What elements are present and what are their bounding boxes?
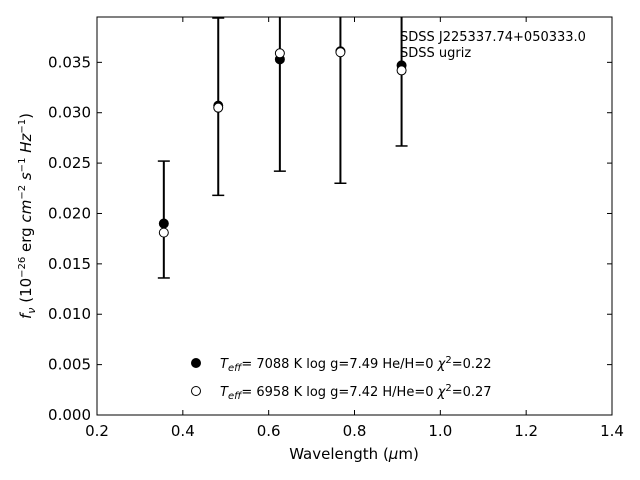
model-point-helium: [274, 48, 285, 59]
x-tick-label: 1.2: [514, 422, 538, 440]
x-tick-label: 0.6: [257, 422, 281, 440]
annotation-photometry: SDSS ugriz: [400, 46, 471, 61]
y-tick-label: 0.000: [48, 406, 91, 424]
plot-frame: [96, 16, 613, 416]
legend-marker-hydrogen: [191, 358, 201, 368]
y-tick-label: 0.020: [48, 204, 91, 222]
y-axis-label: fν (10−26 erg cm−2 s−1 Hz−1): [17, 113, 38, 319]
x-tick-label: 0.2: [85, 422, 109, 440]
model-point-hydrogen: [158, 218, 169, 229]
annotation-object-name: SDSS J225337.74+050333.0: [400, 30, 586, 45]
x-tick-label: 1.4: [600, 422, 624, 440]
model-point-helium: [213, 102, 224, 113]
y-tick-label: 0.030: [48, 104, 91, 122]
x-tick-label: 0.4: [171, 422, 195, 440]
model-point-helium: [158, 227, 169, 238]
legend: Teff= 7088 K log g=7.49 He/H=0 χ2=0.22 T…: [191, 355, 492, 402]
y-tick-label: 0.005: [48, 356, 91, 374]
y-tick-label: 0.010: [48, 305, 91, 323]
x-tick-label: 1.0: [428, 422, 452, 440]
y-tick-label: 0.035: [48, 53, 91, 71]
model-point-helium: [396, 65, 407, 76]
x-tick-label: 0.8: [343, 422, 367, 440]
model-point-helium: [335, 47, 346, 58]
y-tick-label: 0.025: [48, 154, 91, 172]
legend-entry-hydrogen: Teff= 7088 K log g=7.49 He/H=0 χ2=0.22: [220, 355, 492, 374]
axis-ticks: 0.2 0.4 0.6 0.8 1.0 1.2 1.4 0.000 0.005 0.010 0.01…: [48, 17, 624, 440]
legend-entry-helium: Teff= 6958 K log g=7.42 H/He=0 χ2=0.27: [220, 383, 492, 402]
y-tick-label: 0.015: [48, 255, 91, 273]
legend-marker-helium: [191, 386, 201, 396]
x-axis-label: Wavelength (μm): [289, 445, 419, 463]
data-points: [158, 46, 407, 238]
